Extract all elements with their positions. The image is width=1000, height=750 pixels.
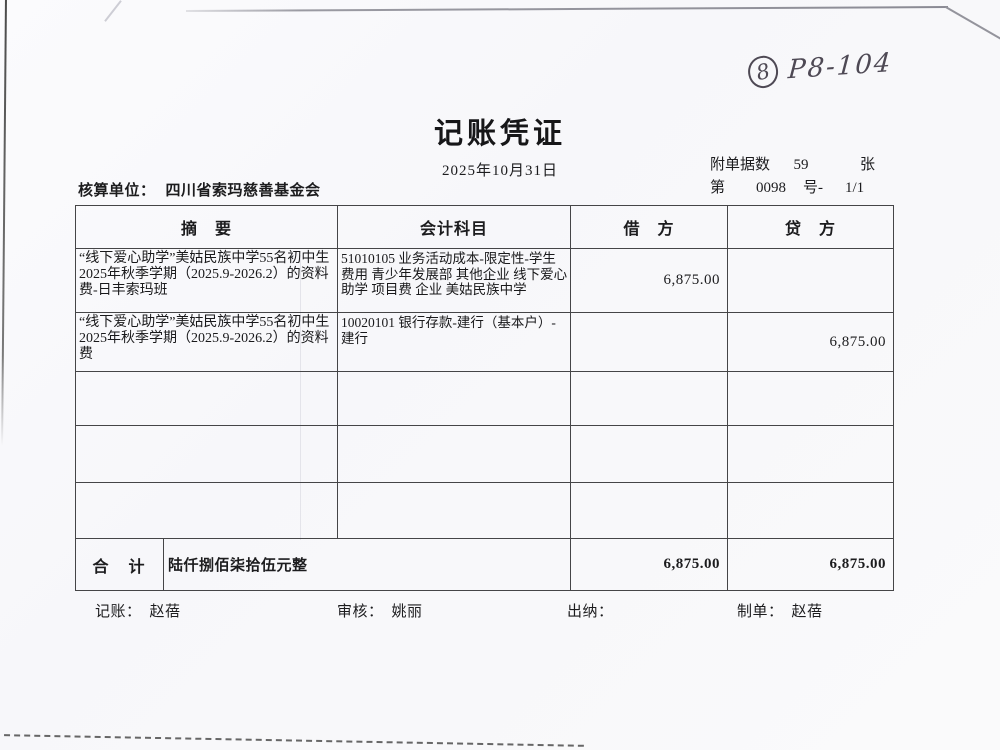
title-block: 记账凭证 2025年10月31日 [0, 110, 1000, 180]
bookkeeper-label: 记账： [95, 604, 142, 620]
voucher-date: 2025年10月31日 [441, 163, 558, 179]
cashier-signature: 出纳： [567, 600, 622, 621]
total-debit: 6,875.00 [570, 538, 729, 591]
scan-left-edge-line [1, 0, 7, 447]
table-row-empty [74, 371, 895, 426]
cell-account: 10020101 银行存款-建行（基本户）-建行 [337, 312, 572, 372]
cell-credit: 6,875.00 [727, 312, 895, 372]
reviewer-name: 姚丽 [391, 604, 423, 620]
cell-account: 51010105 业务活动成本-限定性-学生费用 青少年发展部 其他企业 线下爱… [337, 248, 572, 313]
page-title: 记账凭证 [433, 118, 566, 150]
total-amount-in-words: 陆仟捌佰柒拾伍元整 [162, 538, 572, 591]
handwritten-code: P8-104 [787, 47, 894, 86]
cell-credit [727, 425, 895, 483]
attachments-row: 附单据数 59 张 [710, 154, 900, 177]
accounting-unit-name: 四川省索玛慈善基金会 [165, 183, 321, 199]
cell-debit [570, 371, 729, 426]
cell-summary [74, 425, 339, 483]
table-header-row: 摘 要 会计科目 借 方 贷 方 [74, 205, 895, 249]
bookkeeper-name: 赵蓓 [149, 604, 181, 620]
voucher-page: 1/1 [845, 180, 865, 196]
reviewer-signature: 审核： 姚丽 [337, 600, 423, 621]
table-row-empty [74, 425, 895, 483]
cell-summary: “线下爱心助学”美姑民族中学55名初中生2025年秋季学期（2025.9-202… [74, 312, 339, 372]
handwritten-circled-number: 8 [745, 53, 782, 91]
preparer-name: 赵蓓 [791, 604, 823, 620]
reviewer-label: 审核： [337, 604, 384, 620]
cell-account [337, 482, 572, 539]
scan-bottom-paper-edge [0, 734, 584, 747]
table-row-empty [74, 482, 895, 539]
preparer-signature: 制单： 赵蓓 [737, 600, 823, 621]
column-header-account: 会计科目 [337, 205, 572, 249]
column-header-summary: 摘 要 [74, 205, 339, 249]
accounting-unit-label: 核算单位： [78, 183, 156, 199]
table-row: “线下爱心助学”美姑民族中学55名初中生2025年秋季学期（2025.9-202… [74, 248, 895, 313]
cell-summary [74, 482, 339, 539]
cell-credit [727, 248, 895, 313]
column-header-debit: 借 方 [570, 205, 729, 249]
attachments-count: 59 [793, 157, 809, 173]
voucher-info-block: 附单据数 59 张 第 0098 号- 1/1 [710, 154, 900, 200]
cashier-label: 出纳： [567, 604, 614, 620]
cell-debit [570, 312, 729, 372]
handwritten-annotation: 8 P8-104 [745, 47, 894, 91]
bookkeeper-signature: 记账： 赵蓓 [95, 600, 181, 621]
table-total-row: 合 计 陆仟捌佰柒拾伍元整 6,875.00 6,875.00 [75, 538, 895, 591]
cell-debit [570, 482, 729, 539]
cell-debit: 6,875.00 [570, 248, 729, 313]
cell-summary [74, 371, 339, 426]
cell-credit [727, 371, 895, 426]
table-row: “线下爱心助学”美姑民族中学55名初中生2025年秋季学期（2025.9-202… [74, 312, 895, 372]
cell-debit [570, 425, 729, 483]
preparer-label: 制单： [737, 604, 784, 620]
total-label: 合 计 [75, 538, 164, 591]
voucher-number-prefix: 第 [710, 180, 726, 196]
voucher-number-suffix: 号- [803, 180, 824, 196]
total-credit: 6,875.00 [727, 538, 895, 591]
scan-top-right-corner-edge [945, 6, 1000, 47]
voucher-table: 摘 要 会计科目 借 方 贷 方 “线下爱心助学”美姑民族中学55名初中生202… [74, 205, 895, 591]
paper-crease-top-left [104, 0, 122, 22]
cell-account [337, 425, 572, 483]
voucher-number-row: 第 0098 号- 1/1 [710, 177, 900, 200]
cell-summary: “线下爱心助学”美姑民族中学55名初中生2025年秋季学期（2025.9-202… [74, 248, 339, 313]
accounting-unit-line: 核算单位： 四川省索玛慈善基金会 [78, 179, 321, 200]
cell-account [337, 371, 572, 426]
voucher-number: 0098 [756, 180, 787, 196]
attachments-label: 附单据数 [710, 157, 771, 173]
column-header-credit: 贷 方 [727, 205, 895, 249]
attachments-unit: 张 [860, 157, 876, 173]
cell-credit [727, 482, 895, 539]
scan-top-paper-edge [186, 6, 948, 12]
